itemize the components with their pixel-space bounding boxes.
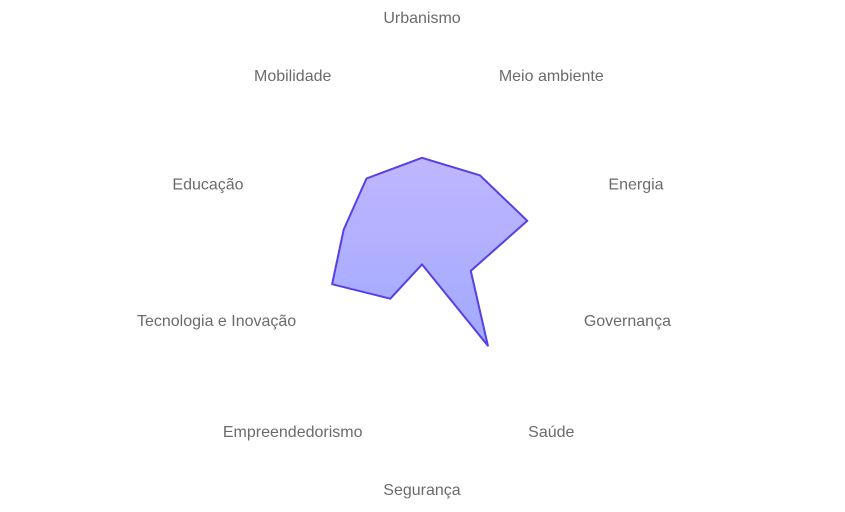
axis-label: Governança [584, 313, 671, 330]
axis-label: Segurança [383, 482, 460, 499]
axis-label: Tecnologia e Inovação [137, 313, 296, 330]
axis-label: Urbanismo [383, 10, 460, 27]
axis-label: Meio ambiente [499, 68, 604, 85]
series-layer [331, 156, 529, 347]
axis-label: Mobilidade [254, 68, 331, 85]
axis-labels: Urbanismo Meio ambiente Energia Governança S… [137, 10, 671, 499]
axis-label: Saúde [528, 424, 574, 441]
axis-label: Energia [608, 177, 663, 194]
series-area [331, 156, 529, 347]
axis-label: Empreendedorismo [223, 424, 363, 441]
axis-label: Educação [172, 177, 243, 194]
